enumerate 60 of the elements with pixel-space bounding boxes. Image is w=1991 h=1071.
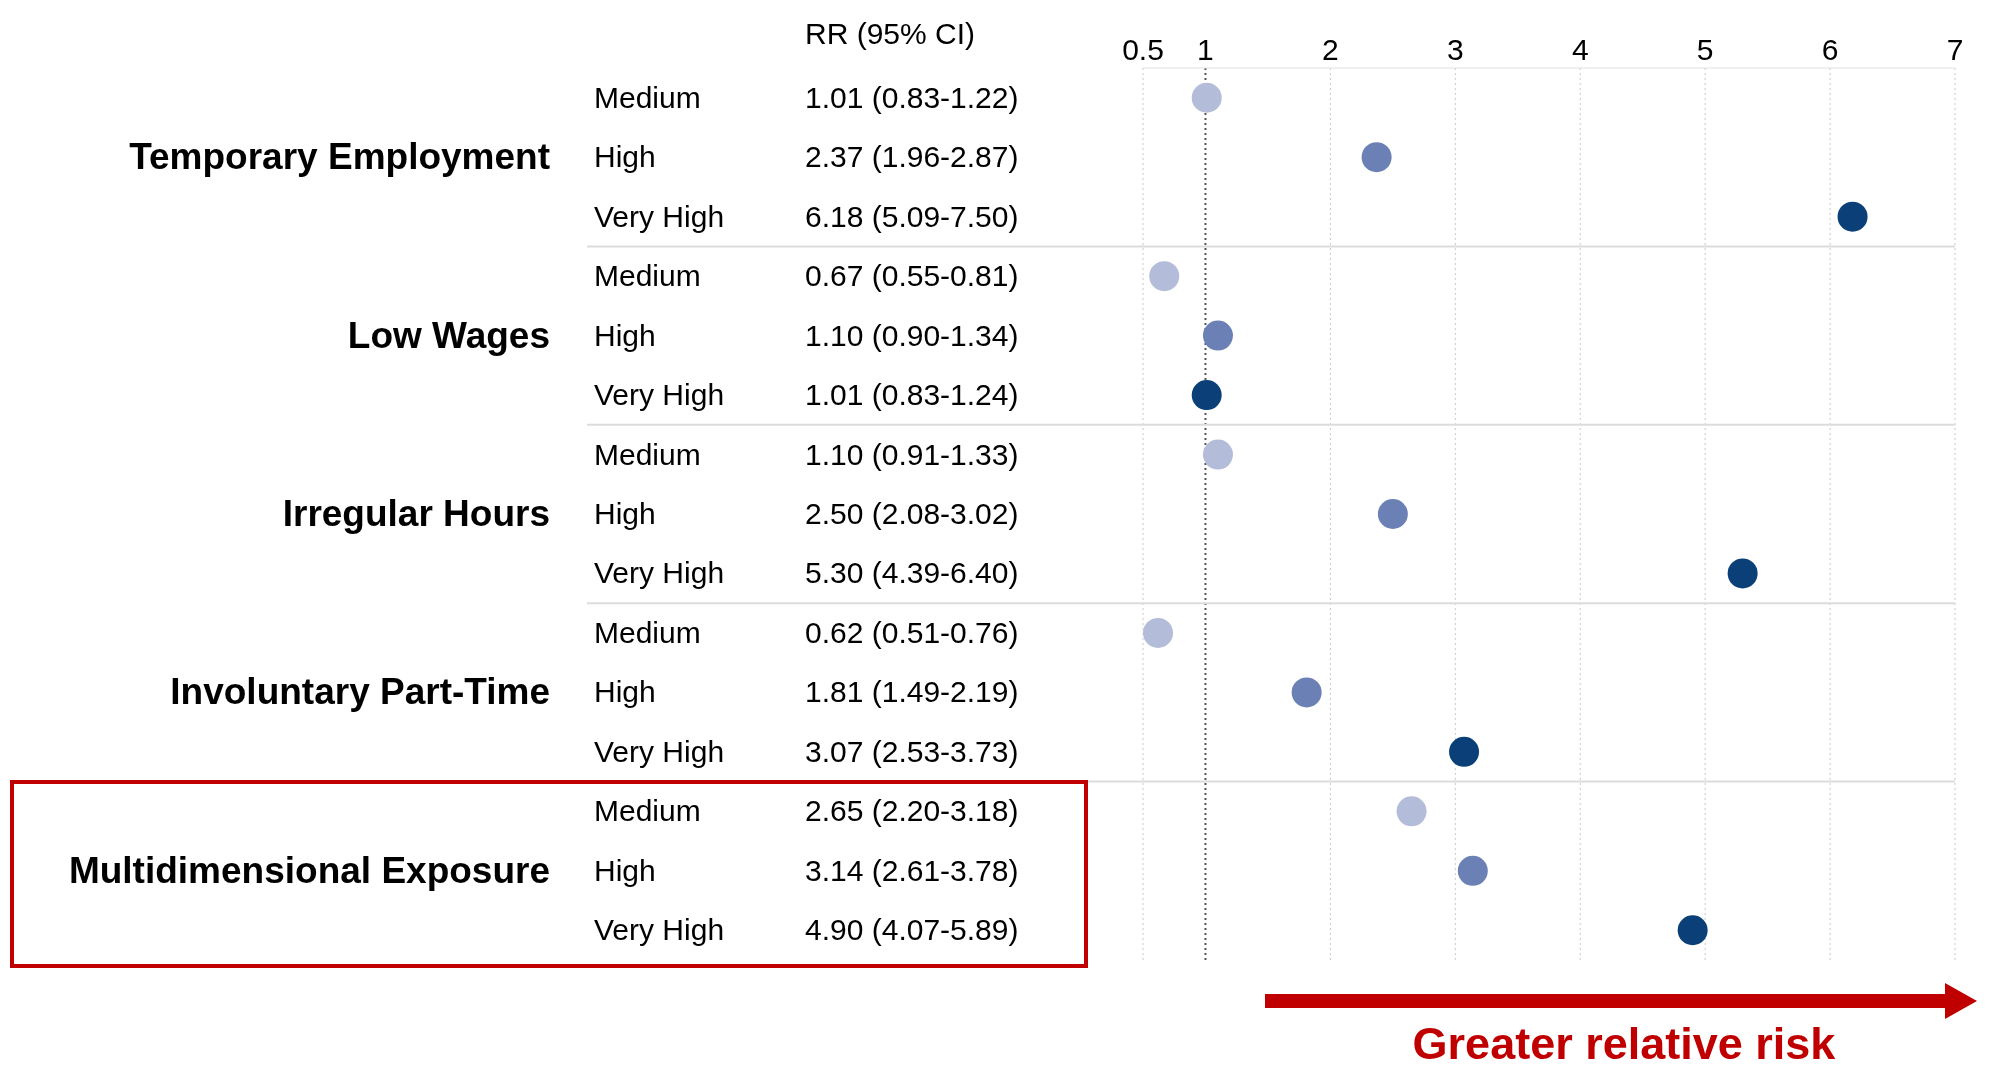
data-label: 3.14 (2.61-3.78) (805, 853, 1019, 887)
y-tick-label: Very High (594, 913, 725, 947)
x2-tick-label: 2 (1322, 33, 1339, 66)
text: RR (95% CI) (805, 17, 976, 50)
point (1191, 82, 1222, 113)
y-tick-label: Medium (594, 437, 701, 471)
data-label: 1.10 (0.90-1.34) (805, 318, 1019, 352)
data-label: 1.01 (0.83-1.22) (805, 80, 1019, 114)
y-tick-label: High (594, 497, 656, 530)
text: Greater relative risk (1411, 1018, 1837, 1070)
data-label: 5.30 (4.39-6.40) (805, 556, 1019, 590)
y-tick-label: Medium (594, 794, 701, 828)
x2-tick-label: 3 (1446, 33, 1464, 66)
x2-tick-label: 7 (1946, 33, 1964, 66)
point (1377, 499, 1408, 529)
point (1396, 796, 1427, 827)
point (1837, 201, 1868, 232)
data-label: 1.10 (0.91-1.33) (805, 437, 1019, 471)
point (1202, 439, 1233, 470)
data-label: 0.62 (0.51-0.76) (805, 615, 1019, 649)
point (1202, 320, 1233, 351)
data-label: 0.67 (0.55-0.81) (805, 259, 1019, 293)
y-tick-label: Medium (594, 615, 701, 649)
point (1191, 380, 1222, 411)
data-label: 3.07 (2.53-3.73) (805, 734, 1019, 768)
y-tick-label: High (594, 318, 656, 352)
x2-tick-label: 4 (1571, 33, 1589, 66)
data-label: 2.37 (1.96-2.87) (805, 140, 1019, 174)
text: Irregular Hours (282, 493, 550, 534)
text: Multidimensional Exposure (68, 849, 550, 891)
text: Temporary Employment (129, 136, 550, 178)
point (1677, 915, 1708, 946)
text: Low Wages (347, 314, 550, 356)
x2-tick-label: 0.5 (1122, 33, 1164, 66)
point (1457, 855, 1488, 886)
data-label: 1.01 (0.83-1.24) (805, 378, 1019, 412)
point (1449, 736, 1480, 767)
point (1727, 558, 1758, 589)
data-label: 2.50 (2.08-3.02) (805, 497, 1019, 530)
data-label: 1.81 (1.49-2.19) (805, 675, 1019, 709)
y-tick-label: Medium (594, 80, 701, 114)
y-tick-label: Very High (594, 199, 725, 233)
point (1361, 142, 1392, 173)
point (1143, 617, 1173, 648)
x2-tick-label: 1 (1197, 33, 1214, 66)
text: Involuntary Part-Time (170, 671, 550, 713)
y-tick-label: High (594, 853, 656, 887)
x2-tick-label: 5 (1696, 33, 1714, 66)
point (1291, 677, 1322, 708)
y-tick-label: Very High (594, 378, 725, 412)
data-label: 4.90 (4.07-5.89) (805, 913, 1019, 947)
data-label: 6.18 (5.09-7.50) (805, 199, 1019, 233)
y-tick-label: High (594, 140, 656, 174)
y-tick-label: Very High (594, 556, 725, 590)
data-label: 2.65 (2.20-3.18) (805, 794, 1019, 828)
y-tick-label: High (594, 675, 656, 709)
point (1149, 261, 1180, 292)
y-tick-label: Very High (594, 734, 725, 768)
x2-tick-label: 6 (1821, 33, 1839, 66)
y-tick-label: Medium (594, 259, 701, 293)
